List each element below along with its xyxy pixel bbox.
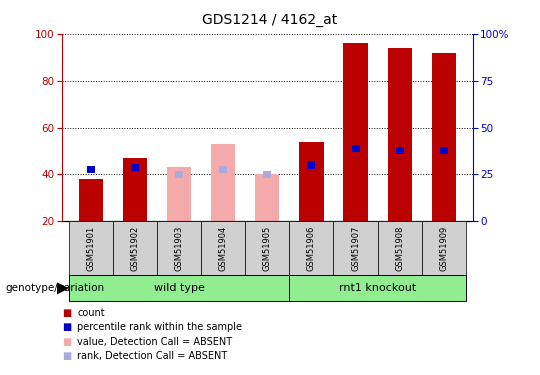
Text: value, Detection Call = ABSENT: value, Detection Call = ABSENT bbox=[77, 337, 232, 346]
Text: GSM51902: GSM51902 bbox=[131, 226, 139, 271]
Text: GSM51906: GSM51906 bbox=[307, 226, 316, 271]
Text: ■: ■ bbox=[62, 322, 71, 332]
Text: count: count bbox=[77, 308, 105, 318]
Bar bbox=[431, 53, 456, 221]
Text: rnt1 knockout: rnt1 knockout bbox=[339, 284, 416, 293]
Text: GSM51904: GSM51904 bbox=[219, 226, 228, 271]
Text: GSM51901: GSM51901 bbox=[86, 226, 95, 271]
Text: genotype/variation: genotype/variation bbox=[5, 284, 105, 293]
Bar bbox=[289, 221, 334, 276]
Bar bbox=[388, 48, 412, 221]
Bar bbox=[377, 221, 422, 276]
Text: wild type: wild type bbox=[153, 284, 205, 293]
Text: ■: ■ bbox=[62, 351, 71, 361]
Bar bbox=[352, 145, 360, 152]
Text: rank, Detection Call = ABSENT: rank, Detection Call = ABSENT bbox=[77, 351, 227, 361]
Bar bbox=[264, 171, 271, 178]
Bar bbox=[307, 162, 315, 168]
Bar bbox=[255, 174, 279, 221]
Bar bbox=[87, 166, 94, 173]
Text: GSM51905: GSM51905 bbox=[263, 226, 272, 271]
Bar bbox=[131, 164, 139, 171]
Polygon shape bbox=[57, 283, 68, 294]
Bar bbox=[79, 179, 103, 221]
Bar bbox=[211, 144, 235, 221]
Text: GDS1214 / 4162_at: GDS1214 / 4162_at bbox=[202, 13, 338, 27]
Bar bbox=[440, 147, 448, 154]
Bar bbox=[157, 221, 201, 276]
Text: GSM51908: GSM51908 bbox=[395, 226, 404, 271]
Bar bbox=[69, 275, 289, 302]
Bar bbox=[69, 221, 113, 276]
Bar bbox=[201, 221, 245, 276]
Bar bbox=[167, 167, 191, 221]
Bar bbox=[123, 158, 147, 221]
Text: GSM51909: GSM51909 bbox=[440, 226, 448, 271]
Bar bbox=[175, 171, 183, 178]
Text: GSM51907: GSM51907 bbox=[351, 226, 360, 271]
Text: percentile rank within the sample: percentile rank within the sample bbox=[77, 322, 242, 332]
Bar bbox=[396, 147, 404, 154]
Bar bbox=[245, 221, 289, 276]
Bar bbox=[343, 43, 368, 221]
Bar bbox=[219, 166, 227, 173]
Bar bbox=[299, 142, 323, 221]
Text: ■: ■ bbox=[62, 308, 71, 318]
Text: GSM51903: GSM51903 bbox=[174, 226, 184, 271]
Bar bbox=[113, 221, 157, 276]
Bar bbox=[289, 275, 466, 302]
Bar bbox=[334, 221, 377, 276]
Text: ■: ■ bbox=[62, 337, 71, 346]
Bar bbox=[422, 221, 466, 276]
